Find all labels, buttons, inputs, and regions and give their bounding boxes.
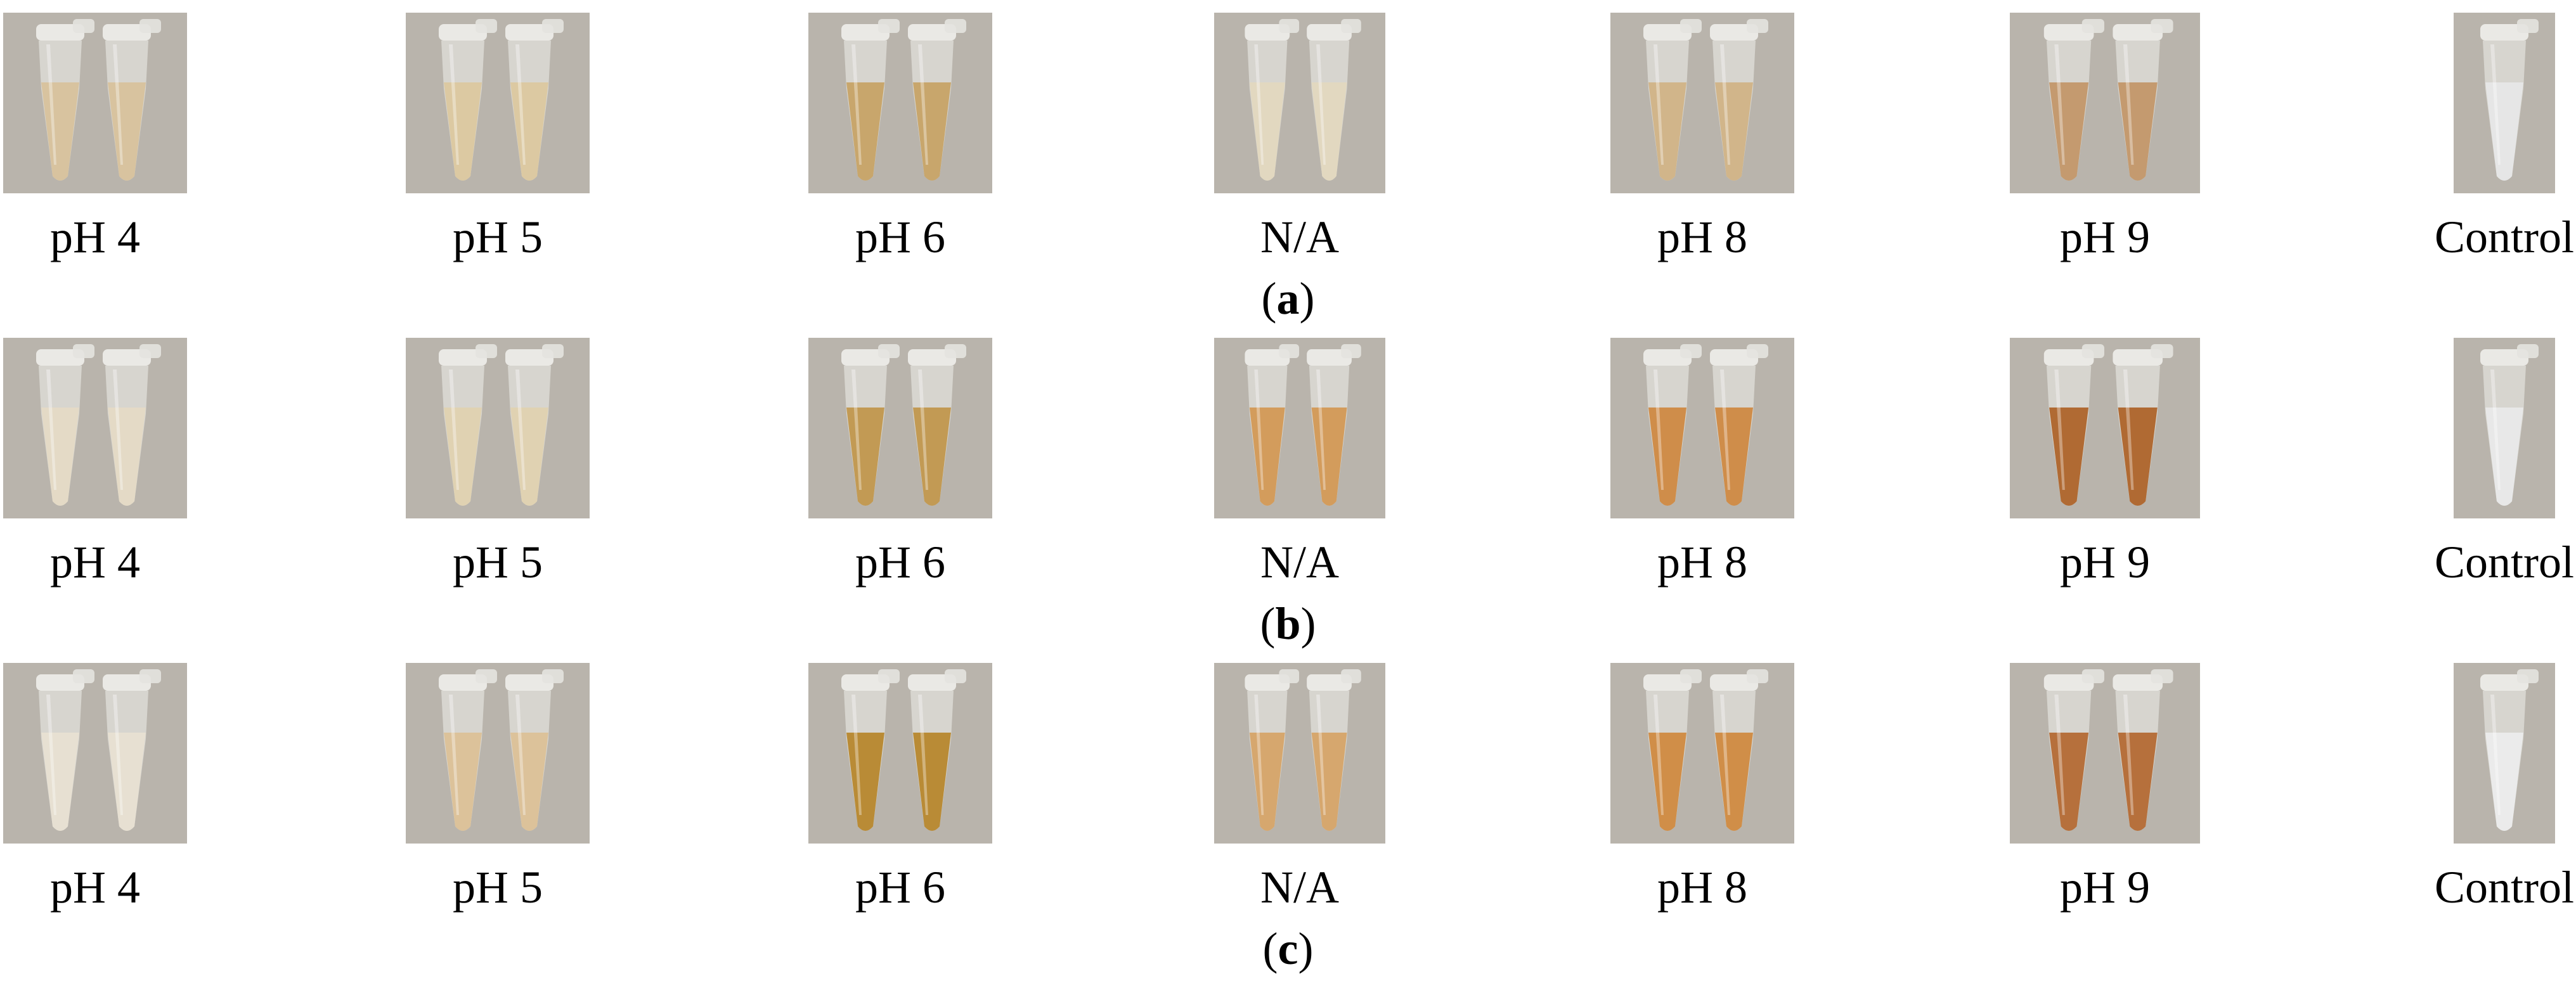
tube-pair-photo — [808, 13, 992, 193]
tube-label: N/A — [1260, 537, 1339, 587]
tube-label: Control — [2434, 862, 2574, 913]
tube-photo-graphic — [439, 19, 564, 181]
panel-letter: c — [1278, 923, 1298, 974]
tube-label: pH 5 — [453, 537, 543, 587]
panel-letter: a — [1276, 273, 1300, 324]
tube-photo-graphic — [1245, 344, 1361, 506]
tube-label: N/A — [1260, 212, 1339, 262]
tube-label: pH 6 — [855, 212, 945, 262]
tube-photo-graphic — [36, 344, 161, 506]
tube-photo-graphic — [1643, 669, 1768, 831]
tube-label: pH 8 — [1657, 537, 1747, 587]
tube-pair-photo — [3, 338, 187, 518]
tube-photo-graphic — [841, 344, 966, 506]
panel-letter: b — [1275, 598, 1301, 649]
tube-pair-photo — [1610, 338, 1794, 518]
tube-pair-photo — [3, 663, 187, 844]
tube-label: pH 5 — [453, 862, 543, 913]
tube-photo-graphic — [2480, 19, 2539, 181]
tube-photo-graphic — [1245, 19, 1361, 181]
tube-photo-graphic — [1643, 344, 1768, 506]
panel-caption: (b) — [1260, 598, 1316, 649]
tube-pair-photo — [2010, 13, 2200, 193]
tube-pair-photo — [406, 13, 590, 193]
panel-caption: (a) — [1261, 273, 1315, 324]
tube-photo-graphic — [1245, 669, 1361, 831]
tube-label: pH 4 — [50, 212, 140, 262]
tube-photo-graphic — [439, 344, 564, 506]
tube-photo-graphic — [439, 669, 564, 831]
tube-pair-photo — [406, 663, 590, 844]
tube-pair-photo — [1610, 13, 1794, 193]
tube-photo-graphic — [1643, 19, 1768, 181]
tube-photo-graphic — [36, 19, 161, 181]
tube-label: pH 6 — [855, 862, 945, 913]
control-tube-photo — [2454, 13, 2555, 193]
tube-label: Control — [2434, 537, 2574, 587]
tube-photo-graphic — [2480, 669, 2539, 831]
tube-label: pH 4 — [50, 862, 140, 913]
tube-label: pH 9 — [2060, 537, 2150, 587]
tube-pair-photo — [1214, 338, 1385, 518]
tube-pair-photo — [808, 338, 992, 518]
tube-pair-photo — [1214, 663, 1385, 844]
control-tube-photo — [2454, 338, 2555, 518]
tube-pair-photo — [808, 663, 992, 844]
tube-label: pH 9 — [2060, 212, 2150, 262]
tube-photo-graphic — [2043, 669, 2173, 831]
tube-pair-photo — [2010, 663, 2200, 844]
tube-label: pH 8 — [1657, 862, 1747, 913]
tube-label: pH 6 — [855, 537, 945, 587]
tube-pair-photo — [406, 338, 590, 518]
tube-pair-photo — [1214, 13, 1385, 193]
tube-photo-graphic — [2480, 344, 2539, 506]
tube-pair-photo — [2010, 338, 2200, 518]
tube-pair-photo — [3, 13, 187, 193]
tube-label: pH 5 — [453, 212, 543, 262]
panel-caption: (c) — [1262, 923, 1314, 974]
tube-photo-graphic — [2043, 19, 2173, 181]
tube-label: pH 9 — [2060, 862, 2150, 913]
tube-photo-graphic — [36, 669, 161, 831]
tube-photo-graphic — [2043, 344, 2173, 506]
tube-label: pH 8 — [1657, 212, 1747, 262]
tube-label: pH 4 — [50, 537, 140, 587]
tube-label: N/A — [1260, 862, 1339, 913]
tube-pair-photo — [1610, 663, 1794, 844]
control-tube-photo — [2454, 663, 2555, 844]
tube-label: Control — [2434, 212, 2574, 262]
tube-photo-graphic — [841, 669, 966, 831]
tube-photo-graphic — [841, 19, 966, 181]
